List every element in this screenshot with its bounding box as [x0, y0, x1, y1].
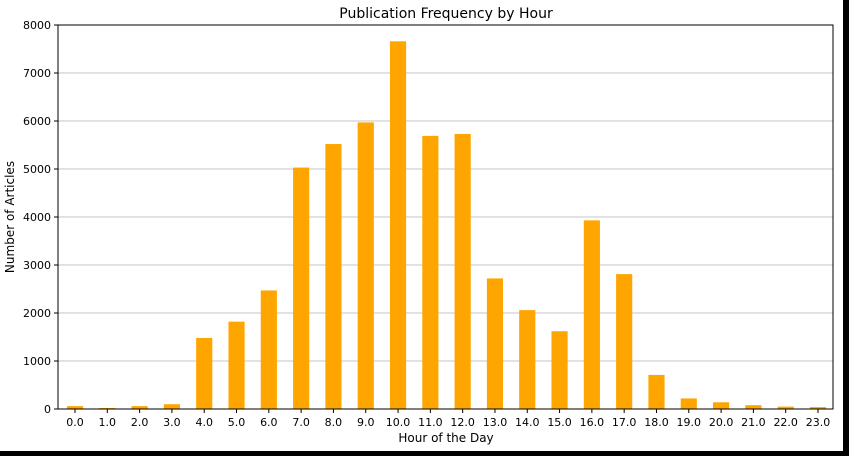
bar-hour-21.0 — [745, 405, 762, 409]
y-axis-label: Number of Articles — [3, 161, 17, 273]
bar-hour-9.0 — [357, 122, 374, 409]
bar-hour-12.0 — [454, 133, 471, 409]
x-tick-label: 16.0 — [580, 416, 605, 429]
y-tick-label: 4000 — [23, 211, 51, 224]
x-tick-label: 0.0 — [66, 416, 84, 429]
x-tick-label: 9.0 — [357, 416, 375, 429]
x-tick-label: 20.0 — [709, 416, 734, 429]
bar-hour-11.0 — [422, 135, 439, 409]
bar-hour-23.0 — [809, 407, 827, 409]
x-tick-label: 11.0 — [418, 416, 443, 429]
bar-hour-13.0 — [486, 278, 504, 409]
x-tick-label: 2.0 — [131, 416, 149, 429]
x-tick-label: 8.0 — [325, 416, 343, 429]
bar-hour-20.0 — [713, 402, 730, 409]
y-tick-label: 8000 — [23, 19, 51, 32]
bar-hour-22.0 — [777, 406, 794, 409]
x-tick-label: 17.0 — [612, 416, 637, 429]
bars — [66, 41, 827, 410]
y-axis-ticks: 0 1000 2000 3000 4000 5000 6000 7000 8000 — [23, 19, 58, 416]
bar-hour-17.0 — [616, 274, 633, 409]
bar-hour-14.0 — [519, 310, 536, 409]
x-tick-label: 3.0 — [163, 416, 181, 429]
x-tick-label: 14.0 — [515, 416, 540, 429]
x-axis-label: Hour of the Day — [398, 431, 493, 445]
x-tick-label: 22.0 — [773, 416, 798, 429]
x-tick-label: 13.0 — [483, 416, 508, 429]
x-tick-label: 7.0 — [292, 416, 310, 429]
x-tick-label: 6.0 — [260, 416, 278, 429]
bar-hour-19.0 — [680, 398, 697, 409]
bar-hour-0.0 — [66, 406, 84, 409]
x-tick-label: 10.0 — [386, 416, 411, 429]
x-axis-ticks: 0.0 1.0 2.0 3.0 4.0 5.0 6.0 7.0 8.0 9.0 10.0 11.0 12… — [66, 409, 830, 429]
y-tick-label: 7000 — [23, 67, 51, 80]
y-tick-label: 2000 — [23, 307, 51, 320]
bar-hour-16.0 — [583, 220, 600, 409]
bar-hour-3.0 — [163, 404, 180, 409]
y-tick-label: 6000 — [23, 115, 51, 128]
chart-title: Publication Frequency by Hour — [339, 6, 553, 22]
y-tick-label: 5000 — [23, 163, 51, 176]
gridlines — [58, 24, 833, 410]
y-tick-label: 3000 — [23, 259, 51, 272]
bar-hour-4.0 — [196, 337, 213, 409]
y-tick-label: 1000 — [23, 355, 51, 368]
bar-hour-5.0 — [228, 321, 245, 409]
bar-hour-7.0 — [293, 167, 310, 409]
bar-hour-2.0 — [131, 406, 148, 409]
x-tick-label: 21.0 — [741, 416, 766, 429]
bar-hour-8.0 — [325, 144, 342, 410]
x-tick-label: 12.0 — [450, 416, 475, 429]
bar-hour-18.0 — [648, 374, 665, 409]
x-tick-label: 1.0 — [99, 416, 117, 429]
bar-hour-10.0 — [389, 41, 407, 409]
bar-hour-6.0 — [260, 290, 277, 409]
x-tick-label: 4.0 — [195, 416, 213, 429]
y-tick-label: 0 — [44, 403, 51, 416]
x-tick-label: 18.0 — [644, 416, 669, 429]
x-tick-label: 5.0 — [228, 416, 246, 429]
bar-hour-15.0 — [551, 331, 568, 409]
x-tick-label: 15.0 — [547, 416, 572, 429]
x-tick-label: 19.0 — [677, 416, 702, 429]
x-tick-label: 23.0 — [806, 416, 831, 429]
